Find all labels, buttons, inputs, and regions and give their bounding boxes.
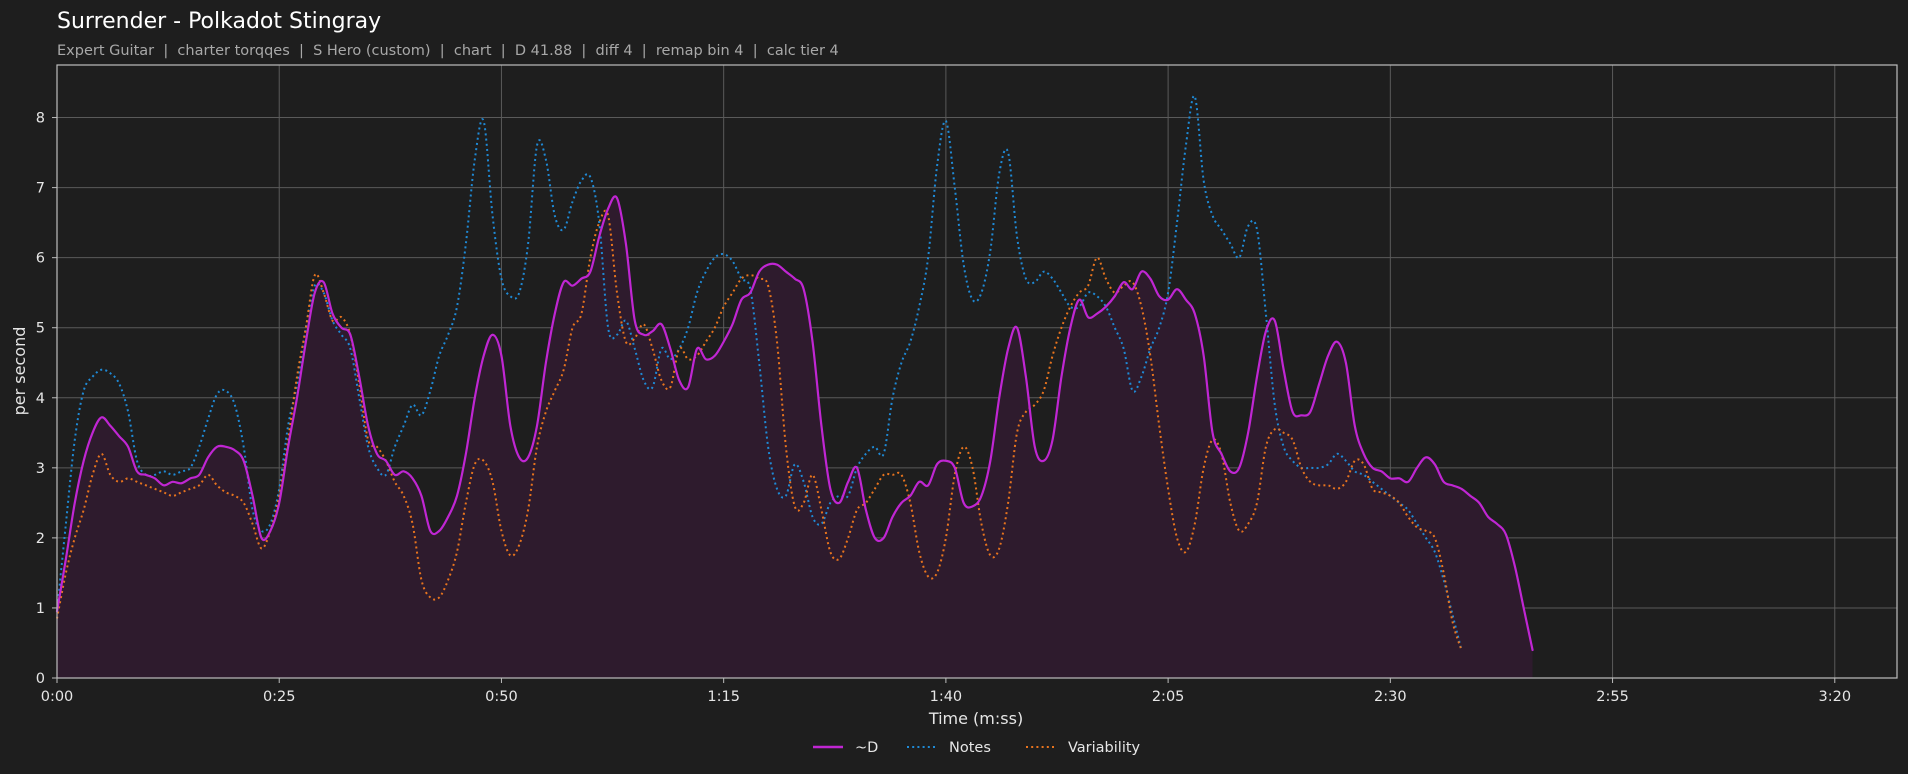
series-line-d xyxy=(55,195,1534,652)
x-tick-label-8: 3:20 xyxy=(1818,689,1851,705)
x-axis-ticks: 0:00 0:25 0:50 1:15 1:40 2:05 2:30 2:55 3:20 xyxy=(41,678,1851,705)
chart-title: Surrender - Polkadot Stingray xyxy=(57,9,381,34)
y-tick-label-3: 3 xyxy=(36,461,45,477)
x-tick-label-4: 1:40 xyxy=(930,689,963,705)
legend-label-d: ~D xyxy=(855,740,878,756)
y-axis-ticks: 0 1 2 3 4 5 6 7 8 xyxy=(36,111,57,687)
x-tick-label-7: 2:55 xyxy=(1596,689,1629,705)
x-tick-label-0: 0:00 xyxy=(41,689,74,705)
x-tick-label-5: 2:05 xyxy=(1152,689,1185,705)
x-tick-label-1: 0:25 xyxy=(263,689,296,705)
x-tick-label-3: 1:15 xyxy=(707,689,740,705)
series-line-notes xyxy=(56,95,1463,651)
x-axis-label: Time (m:ss) xyxy=(928,709,1023,728)
plot-frame xyxy=(56,64,1898,679)
series-line-variability xyxy=(56,209,1463,651)
x-tick-label-2: 0:50 xyxy=(485,689,518,705)
y-tick-label-7: 7 xyxy=(36,181,45,197)
y-tick-label-8: 8 xyxy=(36,111,45,127)
series-lines xyxy=(55,95,1534,652)
chart-subtitle: Expert Guitar | charter torqqes | S Hero… xyxy=(57,43,839,59)
y-tick-label-1: 1 xyxy=(36,601,45,617)
x-tick-label-6: 2:30 xyxy=(1374,689,1407,705)
y-tick-label-0: 0 xyxy=(36,671,45,687)
legend-label-notes: Notes xyxy=(949,740,991,756)
legend: ~D Notes Variability xyxy=(813,740,1141,756)
y-axis-label: per second xyxy=(10,327,29,416)
y-tick-label-6: 6 xyxy=(36,251,45,267)
y-tick-label-4: 4 xyxy=(36,391,45,407)
legend-label-variability: Variability xyxy=(1068,740,1141,756)
y-tick-label-5: 5 xyxy=(36,321,45,337)
y-tick-label-2: 2 xyxy=(36,531,45,547)
